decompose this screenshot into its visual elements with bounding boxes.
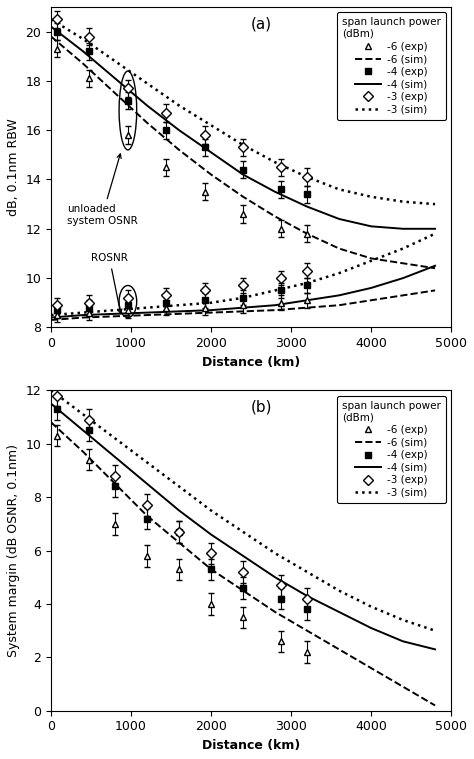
Legend: -6 (exp), -6 (sim), -4 (exp), -4 (sim), -3 (exp), -3 (sim): -6 (exp), -6 (sim), -4 (exp), -4 (sim), … — [337, 12, 446, 120]
Y-axis label: System margin (dB OSNR, 0.1nm): System margin (dB OSNR, 0.1nm) — [7, 444, 20, 657]
Text: (b): (b) — [251, 400, 273, 415]
X-axis label: Distance (km): Distance (km) — [202, 739, 300, 752]
Y-axis label: dB, 0.1nm RBW: dB, 0.1nm RBW — [7, 118, 20, 216]
Text: ROSNR: ROSNR — [91, 254, 128, 313]
X-axis label: Distance (km): Distance (km) — [202, 356, 300, 369]
Text: (a): (a) — [251, 17, 272, 32]
Legend: -6 (exp), -6 (sim), -4 (exp), -4 (sim), -3 (exp), -3 (sim): -6 (exp), -6 (sim), -4 (exp), -4 (sim), … — [337, 395, 446, 503]
Text: unloaded
system OSNR: unloaded system OSNR — [67, 154, 138, 225]
